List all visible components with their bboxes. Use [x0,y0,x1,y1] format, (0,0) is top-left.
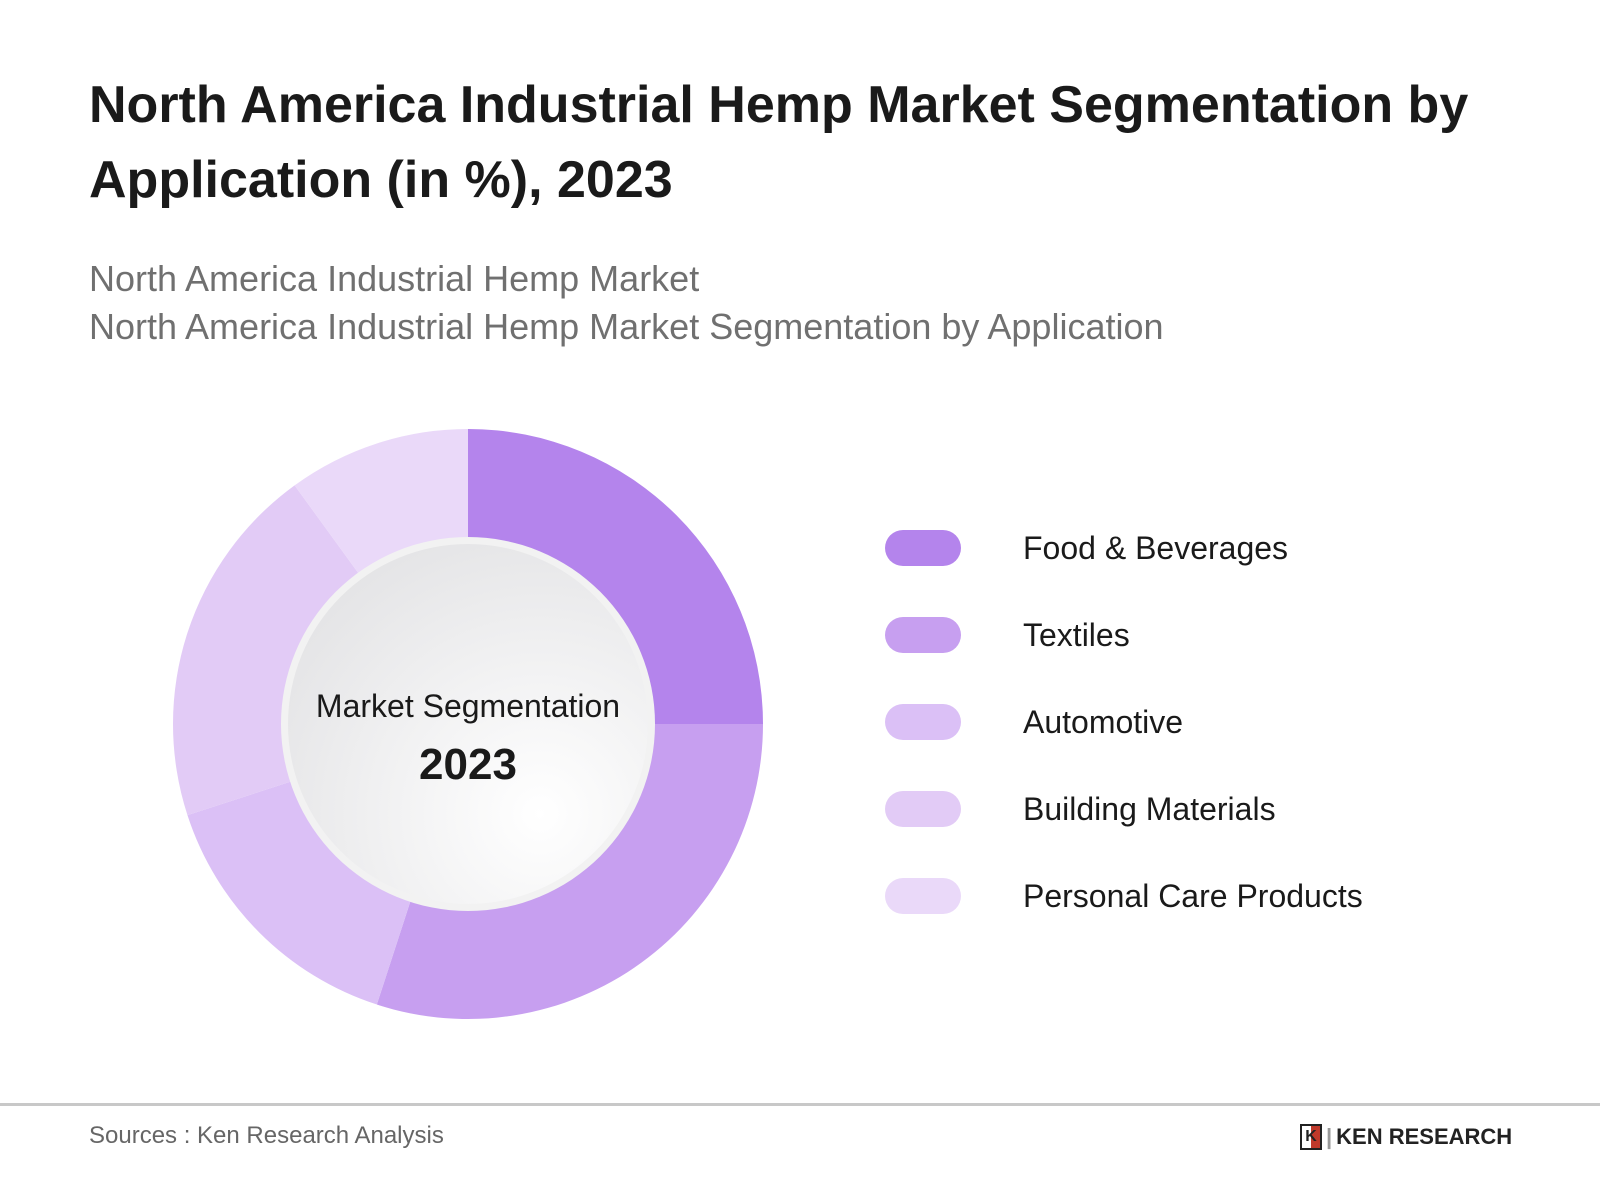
legend-label: Personal Care Products [1023,878,1363,914]
center-label: Market Segmentation [315,688,621,724]
chart-title: North America Industrial Hemp Market Seg… [89,76,1469,209]
legend-swatch [885,878,961,914]
legend-swatch [885,530,961,566]
legend-item: Building Materials [885,789,1485,829]
center-year: 2023 [419,740,517,789]
legend-label: Food & Beverages [1023,530,1289,566]
slice-food-beverages [468,429,763,724]
footer-divider [0,1103,1600,1106]
slice-personal-care-products [294,429,468,575]
source-note: Sources : Ken Research Analysis [89,1122,444,1149]
legend-item: Food & Beverages [885,528,1485,568]
legend-label: Automotive [1023,704,1184,740]
legend-item: Automotive [885,702,1485,742]
legend-label: Textiles [1023,617,1130,653]
subtitle-market: North America Industrial Hemp Market [89,258,700,299]
logo-k-icon: K [1300,1124,1322,1150]
legend-item: Textiles [885,615,1485,655]
legend-label: Building Materials [1023,791,1276,827]
slice-automotive [187,781,411,1005]
slice-building-materials [173,485,360,816]
donut-hole [288,544,648,904]
legend-item: Personal Care Products [885,876,1485,916]
legend-swatch [885,617,961,653]
legend-swatch [885,704,961,740]
slice-textiles [376,724,763,1019]
logo-text: KEN RESEARCH [1336,1124,1513,1149]
ken-research-logo: K | KEN RESEARCH [1300,1124,1512,1150]
legend-swatch [885,791,961,827]
subtitle-segmentation: North America Industrial Hemp Market Seg… [89,306,1164,347]
